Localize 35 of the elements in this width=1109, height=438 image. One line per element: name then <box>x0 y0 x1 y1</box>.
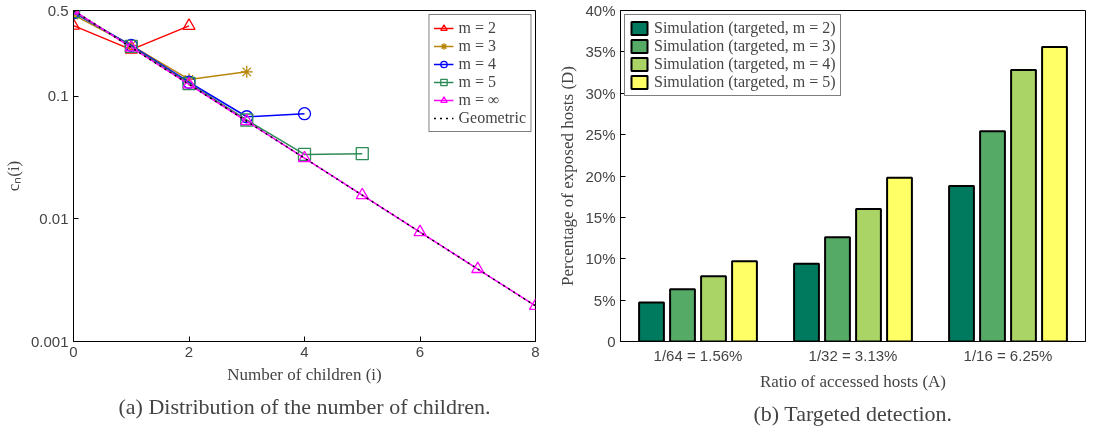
legend-label: Simulation (targeted, m = 3) <box>654 37 836 55</box>
x-tick-label: 6 <box>415 342 425 360</box>
y-tick-label: 40% <box>585 2 616 19</box>
y-tick-label: 5% <box>593 291 616 309</box>
x-axis-title: Ratio of accessed hosts (A) <box>760 371 947 391</box>
y-tick-label: 15% <box>585 208 616 226</box>
legend-label: Simulation (targeted, m = 2) <box>654 19 836 37</box>
y-tick-label: 20% <box>585 167 616 185</box>
y-tick-label: 0.1 <box>47 87 69 105</box>
y-tick-label: 25% <box>585 126 616 144</box>
x-axis-title: Number of children (i) <box>227 364 382 384</box>
x-tick-label: 1/32 = 3.13% <box>808 346 898 364</box>
text: (b) Targeted detection. <box>753 400 953 426</box>
legend-label: Simulation (targeted, m = 4) <box>654 55 836 73</box>
legend-label: m = ∞ <box>458 91 500 109</box>
x-tick-label: 2 <box>184 342 194 360</box>
y-tick-label: 0.001 <box>30 332 69 350</box>
y-tick-label: 35% <box>585 43 616 61</box>
y-axis-title: cₙ(i) <box>3 160 23 192</box>
legend-label: m = 4 <box>458 55 496 73</box>
legend-label: Simulation (targeted, m = 5) <box>654 73 836 91</box>
x-tick-label: 1/16 = 6.25% <box>963 346 1053 364</box>
x-tick-label: 1/64 = 1.56% <box>653 346 743 364</box>
legend-label: m = 5 <box>458 73 496 91</box>
legend-label: Geometric <box>458 109 526 127</box>
y-tick-label: 30% <box>585 84 616 102</box>
y-tick-label: 10% <box>585 250 616 268</box>
legend-label: m = 2 <box>458 19 496 37</box>
x-tick-label: 8 <box>531 342 540 360</box>
y-axis-title: Percentage of exposed hosts (D) <box>558 65 578 286</box>
x-tick-label: 4 <box>300 342 309 360</box>
legend-label: m = 3 <box>458 37 496 55</box>
y-tick-label: 0.5 <box>47 1 69 19</box>
text: (a) Distribution of the number of children. <box>118 393 491 419</box>
y-tick-label: 0.01 <box>39 209 69 227</box>
